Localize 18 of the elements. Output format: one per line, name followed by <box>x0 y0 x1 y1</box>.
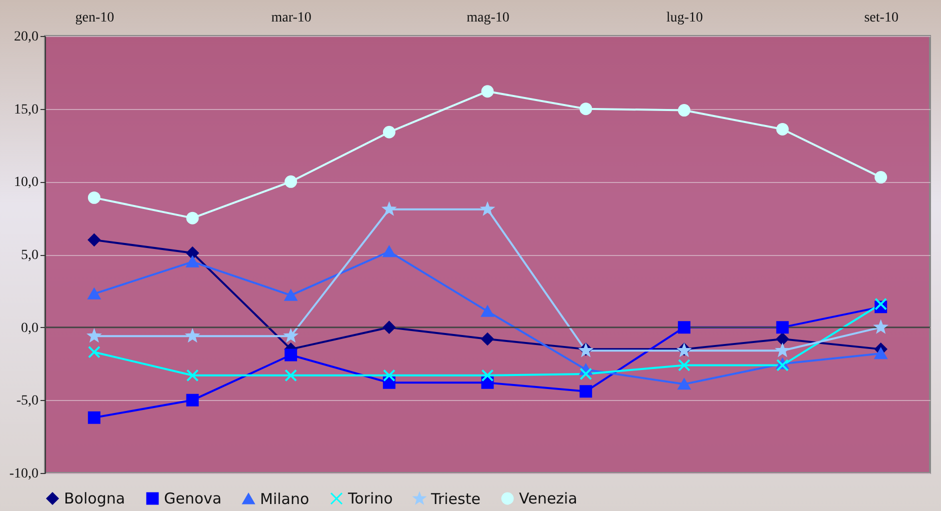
x-tick-label: mag-10 <box>466 10 510 26</box>
y-tick-label: -10,0 <box>9 466 38 482</box>
x-tick-label: lug-10 <box>666 10 703 26</box>
legend-label: Milano <box>260 490 310 508</box>
y-tick-label: 10,0 <box>14 175 38 190</box>
legend-label: Trieste <box>430 490 480 508</box>
legend-label: Venezia <box>519 490 578 508</box>
y-tick-label: 0,0 <box>21 320 38 336</box>
x-tick-label: set-10 <box>864 10 898 26</box>
y-tick-label: -5,0 <box>16 394 38 409</box>
legend-label: Bologna <box>64 490 126 508</box>
legend-label: Genova <box>164 490 222 508</box>
y-tick-label: 20,0 <box>14 30 38 44</box>
y-tick-label: 15,0 <box>14 102 38 118</box>
x-tick-label: mar-10 <box>271 10 312 26</box>
y-tick-label: 5,0 <box>21 248 38 263</box>
legend-label: Torino <box>347 490 393 508</box>
x-tick-label: gen-10 <box>75 10 114 26</box>
